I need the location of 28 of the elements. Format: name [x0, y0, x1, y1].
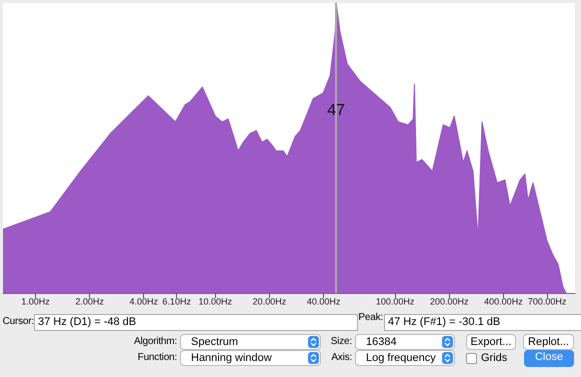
x-tick-label: 400.00Hz [484, 296, 524, 306]
x-tick-label: 100.00Hz [376, 296, 415, 306]
text: Spectrum [191, 336, 238, 348]
ref-line-label: 47 [327, 102, 346, 119]
x-tick-label: 6.10Hz [162, 296, 192, 306]
text: Log frequency [366, 352, 436, 364]
text: Algorithm: [132, 335, 177, 349]
text: 37 Hz (D1) = -48 dB [34, 314, 358, 331]
x-tick-label: 2.00Hz [75, 296, 104, 306]
x-tick-label: 40.00Hz [306, 296, 341, 306]
text: Close [524, 350, 574, 367]
text: Function: [136, 351, 177, 365]
text: Size: [330, 335, 352, 349]
text: Cursor: [2, 315, 34, 329]
text: 47 Hz (F#1) = -30.1 dB [384, 314, 581, 331]
x-tick-label: 700.00Hz [528, 296, 567, 306]
x-tick-label: 1.00Hz [21, 296, 50, 306]
text: Hanning window [191, 352, 272, 364]
text: 16384 [366, 336, 397, 348]
x-tick-label: 10.00Hz [198, 296, 233, 306]
text: Peak: [357, 311, 383, 325]
x-tick-label: 20.00Hz [252, 296, 287, 306]
text: Grids [481, 351, 508, 365]
text: Export... [466, 334, 516, 350]
text: Axis: [330, 351, 352, 365]
text: Replot... [523, 334, 574, 350]
x-tick-label: 200.00Hz [430, 296, 470, 306]
x-tick-label: 4.00Hz [129, 296, 158, 306]
